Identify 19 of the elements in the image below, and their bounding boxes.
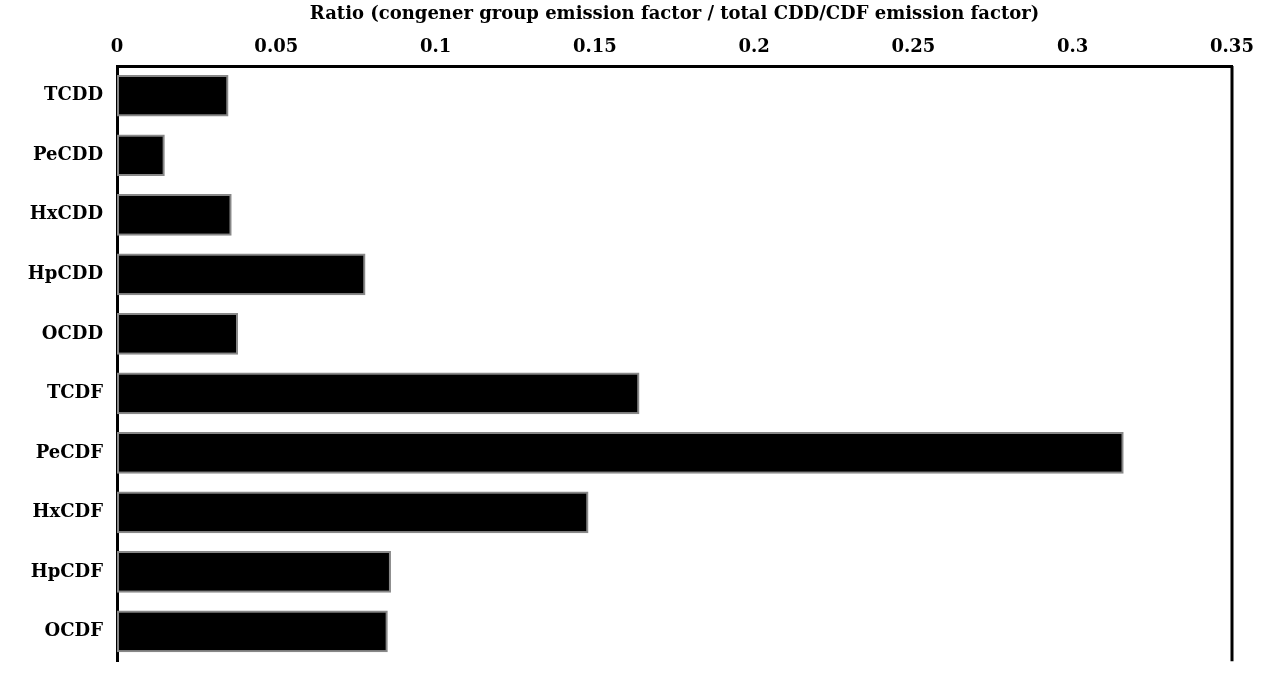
y-tick-label: HpCDD xyxy=(27,261,103,283)
y-tick-label: HpCDF xyxy=(30,559,104,581)
x-tick-label: 0.15 xyxy=(572,34,617,56)
x-tick-label: 0.2 xyxy=(738,34,770,56)
x-tick-label: 0.35 xyxy=(1210,34,1254,56)
x-tick-label: 0.05 xyxy=(254,34,299,56)
y-tick-label: TCDF xyxy=(46,381,104,403)
y-tick-label: TCDD xyxy=(44,83,103,105)
x-axis-title: Ratio (congener group emission factor / total CDD/CDF emission factor) xyxy=(309,2,1040,24)
x-tick-label: 0 xyxy=(110,34,124,56)
y-tick-label: HxCDF xyxy=(32,500,104,522)
y-tick-label: PeCDF xyxy=(35,440,104,462)
y-tick-label: HxCDD xyxy=(29,202,103,224)
y-tick-label: OCDF xyxy=(44,619,104,641)
x-tick-label: 0.1 xyxy=(419,34,452,56)
x-tick-label: 0.25 xyxy=(891,34,936,56)
y-tick-label: PeCDD xyxy=(32,142,103,164)
x-tick-label: 0.3 xyxy=(1057,34,1089,56)
y-tick-label: OCDD xyxy=(41,321,103,343)
